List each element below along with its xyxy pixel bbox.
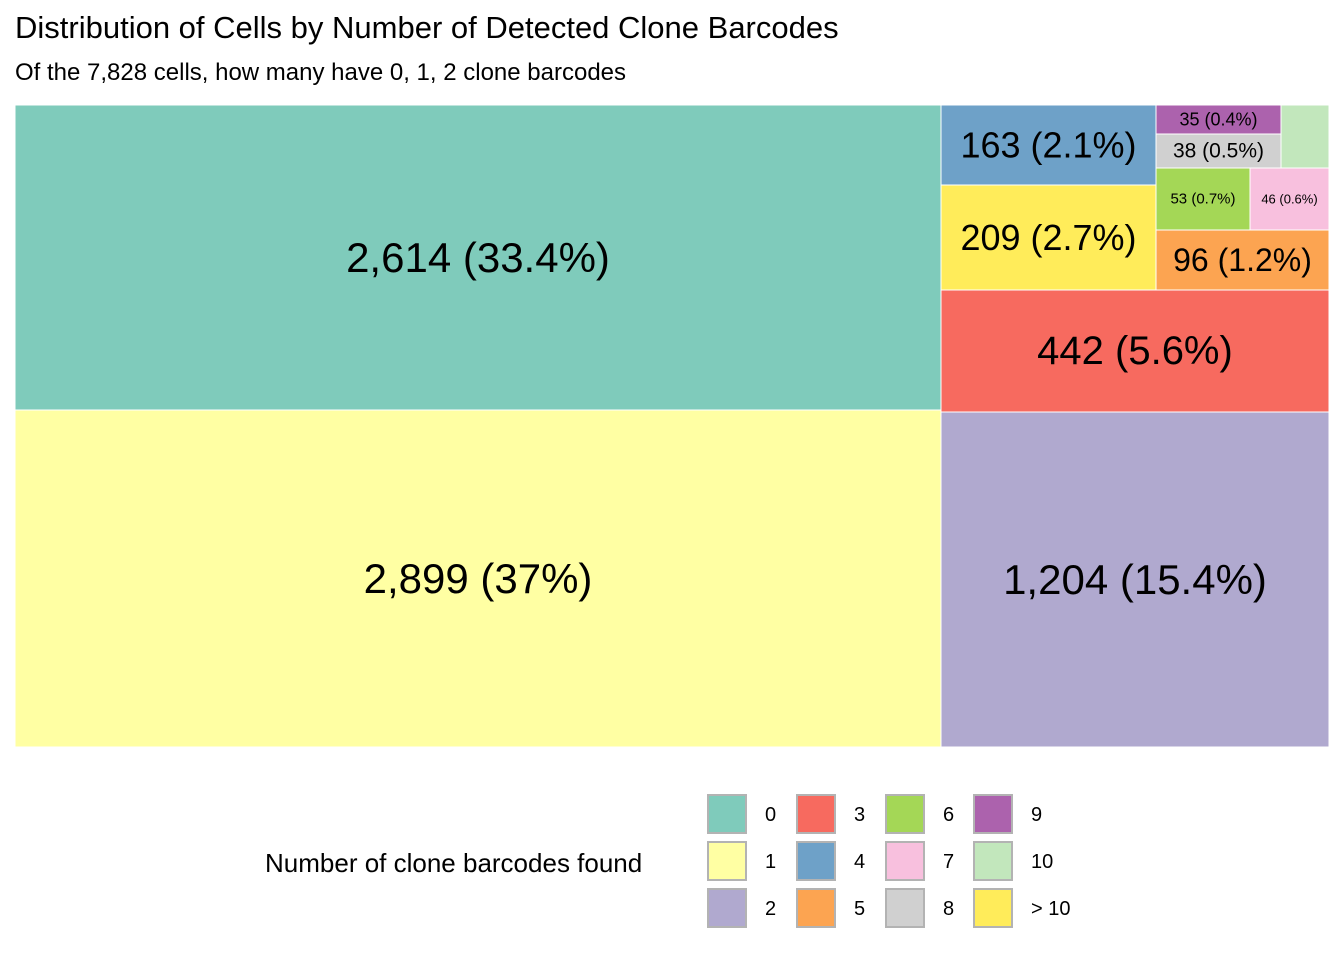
legend-title: Number of clone barcodes found bbox=[265, 848, 643, 878]
tile-label: 1,204 (15.4%) bbox=[1003, 556, 1267, 603]
tile-label: 2,899 (37%) bbox=[364, 555, 593, 602]
legend-key bbox=[973, 841, 1013, 881]
legend-key bbox=[796, 794, 836, 834]
legend-key bbox=[885, 841, 925, 881]
tile-1 bbox=[14, 409, 942, 748]
tile-label: 96 (1.2%) bbox=[1173, 242, 1312, 278]
tile-7 bbox=[1249, 167, 1330, 231]
tile-label: 53 (0.7%) bbox=[1170, 191, 1235, 208]
tile-label: 46 (0.6%) bbox=[1261, 192, 1317, 207]
tile-label: 209 (2.7%) bbox=[960, 217, 1136, 258]
legend-label: 0 bbox=[765, 804, 777, 826]
legend-label: 7 bbox=[943, 851, 955, 873]
legend-key bbox=[885, 888, 925, 928]
legend-label: 2 bbox=[765, 898, 777, 920]
tile-3 bbox=[940, 289, 1330, 413]
legend-label: 10 bbox=[1031, 851, 1054, 873]
tile-2 bbox=[940, 411, 1330, 748]
tile-5 bbox=[1155, 229, 1330, 291]
legend-label: 5 bbox=[854, 898, 866, 920]
legend-label: 8 bbox=[943, 898, 955, 920]
tile-label: 442 (5.6%) bbox=[1037, 329, 1233, 373]
legend-key bbox=[973, 794, 1013, 834]
legend-key bbox=[707, 794, 747, 834]
chart-subtitle: Of the 7,828 cells, how many have 0, 1, … bbox=[15, 59, 627, 86]
legend-key bbox=[973, 888, 1013, 928]
legend-key bbox=[885, 794, 925, 834]
tile-label: 2,614 (33.4%) bbox=[346, 234, 610, 281]
legend-label: 3 bbox=[854, 804, 866, 826]
tile-gt10 bbox=[940, 184, 1157, 291]
legend-label: 1 bbox=[765, 851, 777, 873]
tile-8 bbox=[1155, 133, 1282, 169]
tile-label: 35 (0.4%) bbox=[1179, 110, 1257, 130]
legend-label: > 10 bbox=[1031, 898, 1071, 920]
chart-title: Distribution of Cells by Number of Detec… bbox=[15, 10, 839, 45]
tile-10 bbox=[1280, 104, 1330, 169]
tile-label: 163 (2.1%) bbox=[960, 125, 1136, 166]
legend-key bbox=[707, 841, 747, 881]
legend-label: 4 bbox=[854, 851, 866, 873]
legend-key bbox=[707, 888, 747, 928]
legend-label: 6 bbox=[943, 804, 955, 826]
legend-label: 9 bbox=[1031, 804, 1043, 826]
legend-key bbox=[796, 841, 836, 881]
tile-label: 38 (0.5%) bbox=[1173, 140, 1264, 163]
legend-key bbox=[796, 888, 836, 928]
tile-9 bbox=[1155, 104, 1282, 135]
